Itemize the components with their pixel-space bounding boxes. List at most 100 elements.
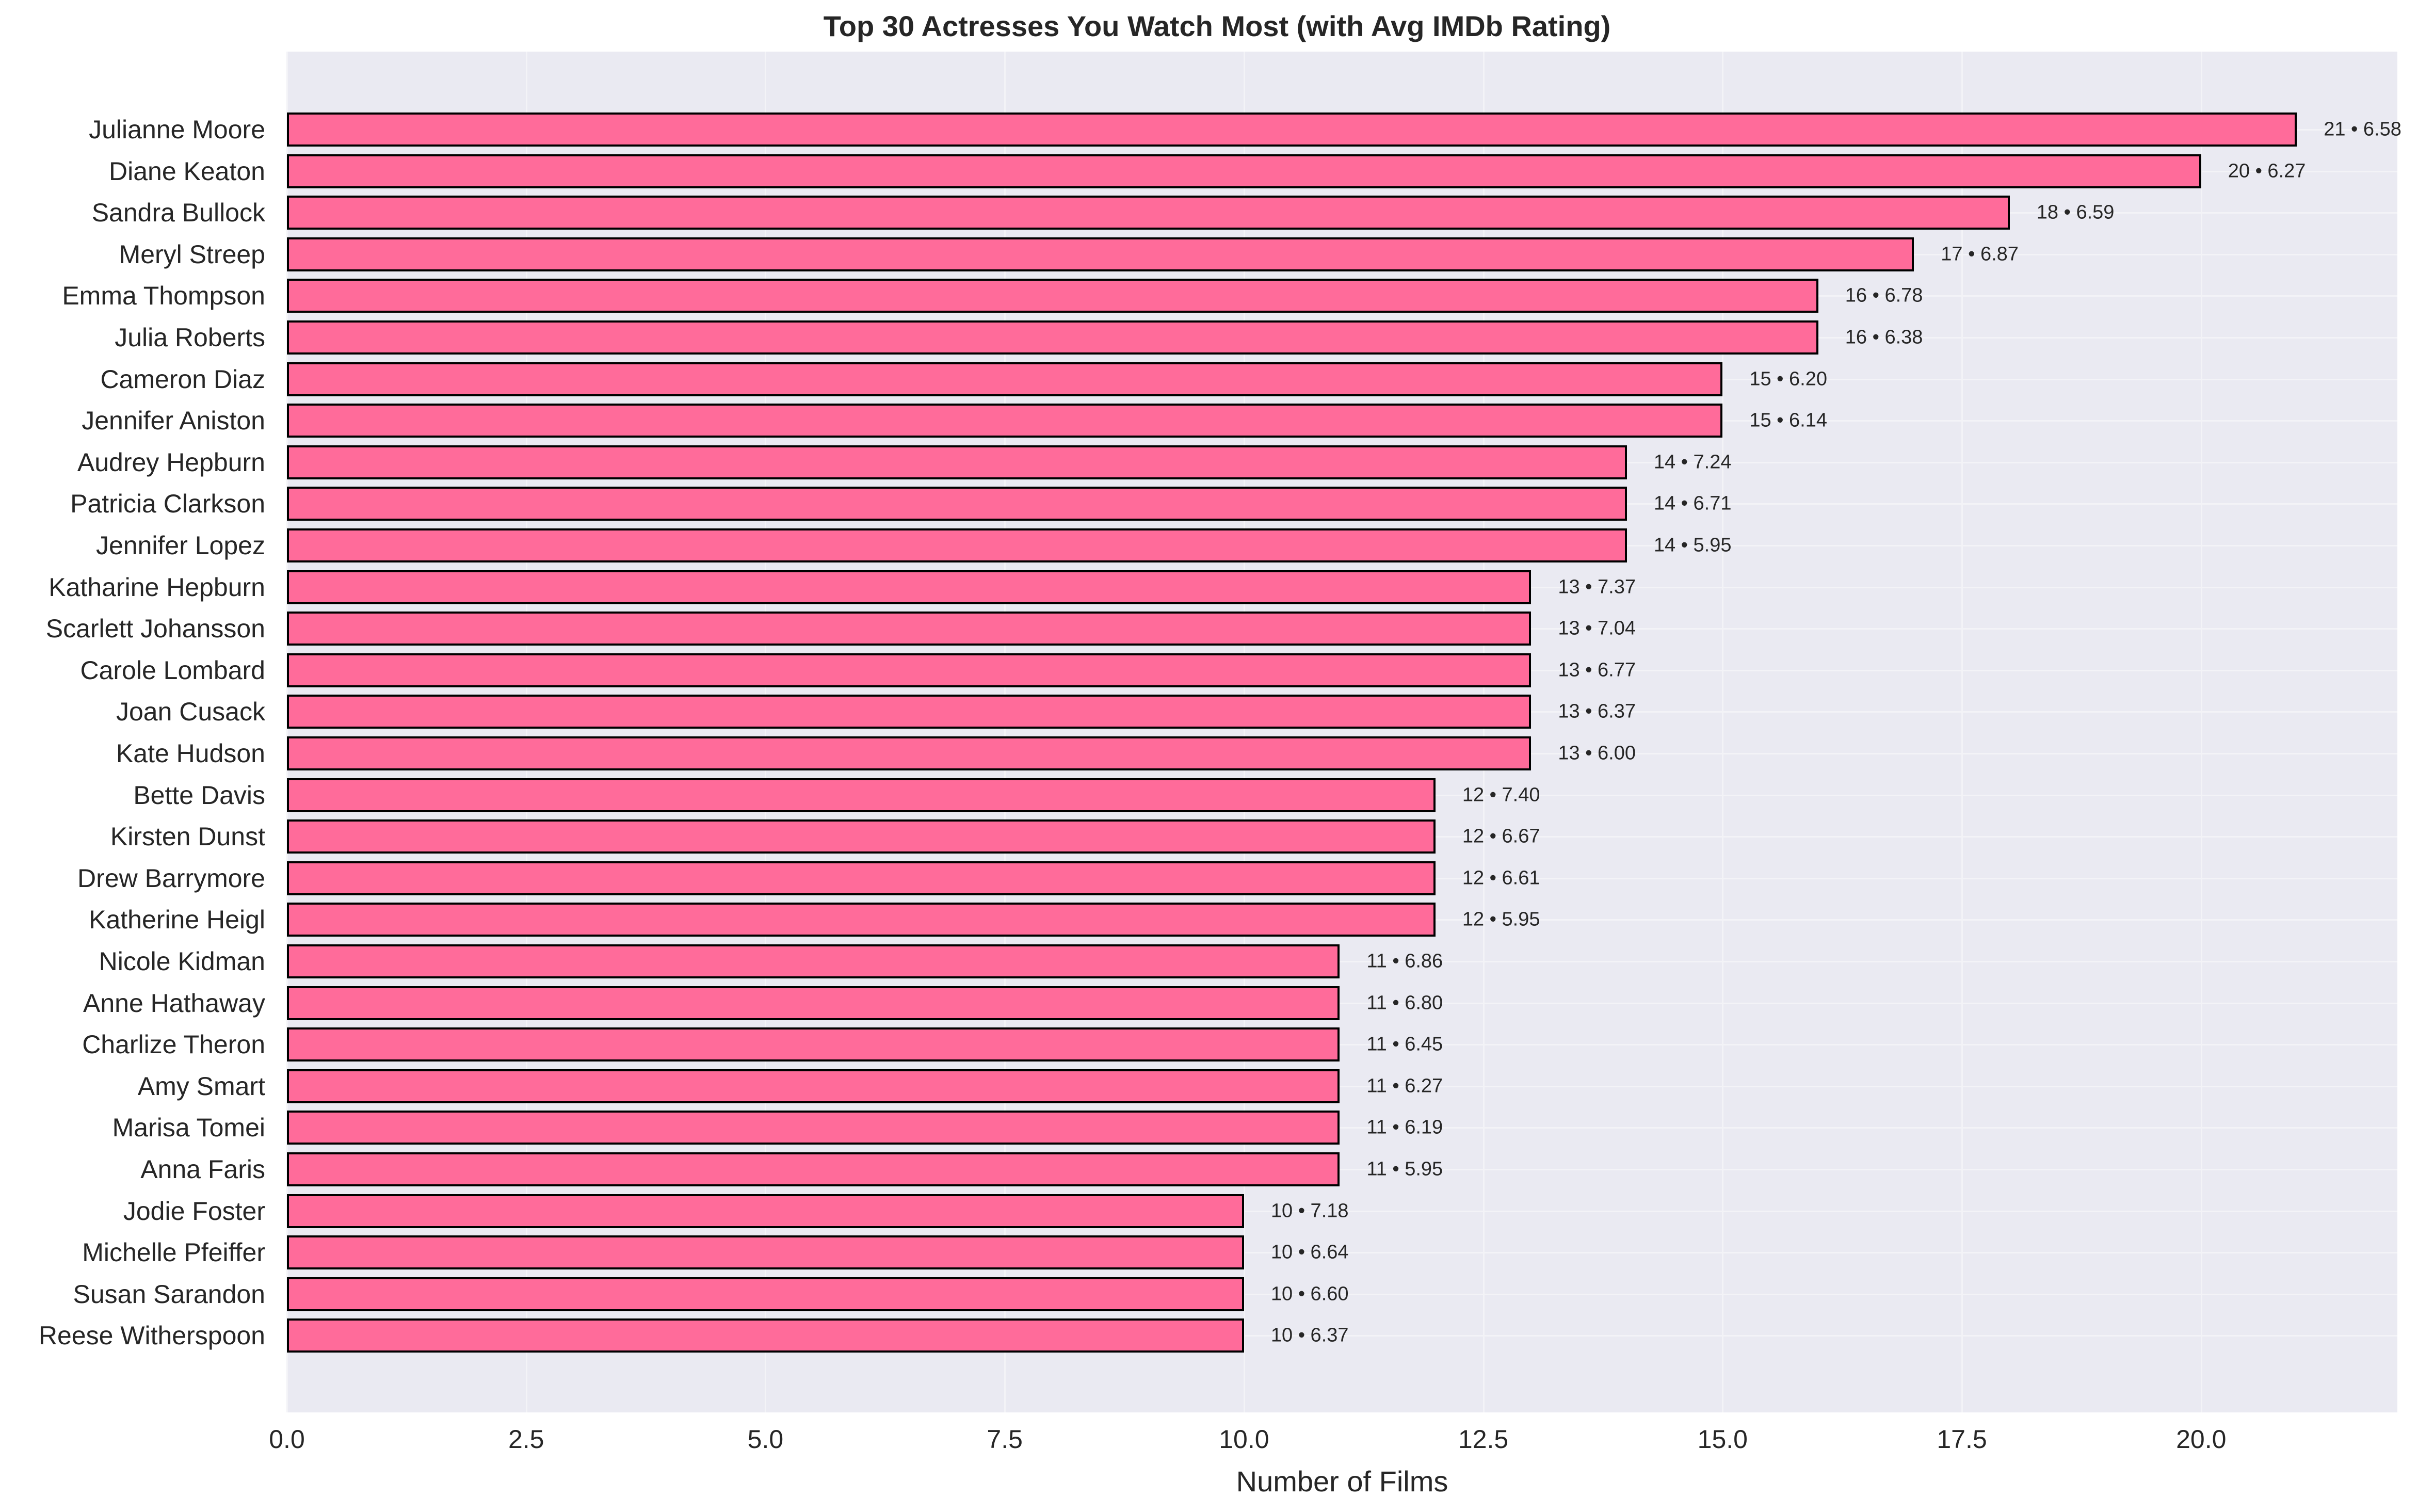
bar-value-label: 15 • 6.14: [1749, 409, 1827, 431]
bar: [287, 1318, 1244, 1353]
y-tick-label: Susan Sarandon: [73, 1279, 265, 1309]
y-tick-label: Carole Lombard: [80, 655, 265, 685]
bar: [287, 986, 1340, 1020]
bar: [287, 819, 1436, 854]
bar: [287, 445, 1627, 479]
y-tick-label: Kirsten Dunst: [110, 822, 265, 851]
bar-value-label: 13 • 7.37: [1558, 576, 1636, 598]
bar: [287, 903, 1436, 937]
x-gridline: [286, 52, 288, 1412]
y-tick-label: Julia Roberts: [115, 323, 265, 352]
bar-value-label: 21 • 6.58: [2324, 118, 2401, 140]
x-tick-label: 2.5: [508, 1425, 544, 1454]
bar: [287, 1069, 1340, 1103]
bar-value-label: 11 • 6.27: [1366, 1075, 1443, 1097]
bar-value-label: 14 • 6.71: [1653, 492, 1732, 514]
bar-value-label: 12 • 6.61: [1462, 867, 1540, 889]
y-gridline: [287, 1002, 2397, 1004]
x-gridline: [765, 52, 767, 1412]
x-axis-label: Number of Films: [1236, 1465, 1448, 1498]
y-gridline: [287, 1127, 2397, 1129]
bar-value-label: 18 • 6.59: [2036, 201, 2115, 223]
y-tick-label: Patricia Clarkson: [70, 489, 265, 519]
bar-value-label: 10 • 7.18: [1270, 1200, 1349, 1222]
bar-value-label: 14 • 5.95: [1653, 534, 1732, 556]
bar: [287, 1027, 1340, 1062]
bar-value-label: 11 • 6.45: [1366, 1033, 1443, 1055]
bar: [287, 196, 2010, 230]
bar: [287, 154, 2201, 188]
bar-value-label: 13 • 7.04: [1558, 617, 1636, 639]
x-tick-label: 20.0: [2176, 1425, 2227, 1454]
bar-value-label: 12 • 7.40: [1462, 784, 1540, 806]
bar-value-label: 15 • 6.20: [1749, 368, 1827, 390]
bar-value-label: 13 • 6.37: [1558, 700, 1636, 722]
bar: [287, 944, 1340, 978]
y-tick-label: Jodie Foster: [123, 1196, 265, 1226]
bar: [287, 1194, 1244, 1228]
x-gridline: [1961, 52, 1963, 1412]
bar-value-label: 16 • 6.38: [1845, 326, 1923, 348]
x-gridline: [1004, 52, 1006, 1412]
bar: [287, 612, 1532, 646]
y-tick-label: Charlize Theron: [82, 1030, 265, 1059]
bar: [287, 1235, 1244, 1270]
bar: [287, 695, 1532, 729]
x-gridline: [1722, 52, 1724, 1412]
bar-value-label: 20 • 6.27: [2228, 160, 2306, 182]
y-tick-label: Diane Keaton: [108, 156, 265, 186]
bar: [287, 570, 1532, 604]
bar: [287, 237, 1914, 271]
y-tick-label: Anne Hathaway: [83, 988, 265, 1018]
y-tick-label: Jennifer Aniston: [82, 406, 265, 436]
y-tick-label: Meryl Streep: [119, 239, 265, 269]
x-tick-label: 17.5: [1937, 1425, 1987, 1454]
bar: [287, 1152, 1340, 1186]
y-tick-label: Joan Cusack: [116, 697, 265, 727]
bar-value-label: 14 • 7.24: [1653, 451, 1732, 473]
y-gridline: [287, 1085, 2397, 1087]
bar-value-label: 11 • 6.80: [1366, 992, 1443, 1014]
y-tick-label: Reese Witherspoon: [38, 1321, 265, 1350]
bar-value-label: 13 • 6.77: [1558, 659, 1636, 681]
bar: [287, 362, 1723, 396]
y-gridline: [287, 1044, 2397, 1046]
y-tick-label: Emma Thompson: [62, 281, 265, 311]
x-tick-label: 12.5: [1458, 1425, 1509, 1454]
y-tick-label: Katharine Hepburn: [49, 572, 265, 602]
y-gridline: [287, 1210, 2397, 1212]
chart-title: Top 30 Actresses You Watch Most (with Av…: [823, 10, 1611, 42]
x-gridline: [1243, 52, 1245, 1412]
bar: [287, 528, 1627, 562]
y-tick-label: Nicole Kidman: [99, 947, 265, 976]
x-gridline: [525, 52, 527, 1412]
y-tick-label: Audrey Hepburn: [77, 447, 265, 477]
y-tick-label: Anna Faris: [140, 1155, 265, 1184]
x-tick-label: 15.0: [1697, 1425, 1748, 1454]
bar: [287, 1111, 1340, 1145]
x-tick-label: 7.5: [987, 1425, 1023, 1454]
bar-value-label: 13 • 6.00: [1558, 742, 1636, 764]
y-tick-label: Kate Hudson: [116, 739, 265, 768]
y-tick-label: Cameron Diaz: [100, 364, 265, 394]
y-tick-label: Scarlett Johansson: [45, 614, 265, 644]
y-gridline: [287, 1335, 2397, 1337]
x-tick-label: 0.0: [269, 1425, 305, 1454]
y-tick-label: Drew Barrymore: [77, 863, 265, 893]
bar: [287, 112, 2297, 147]
bar: [287, 1277, 1244, 1311]
bar-value-label: 10 • 6.60: [1270, 1283, 1349, 1305]
bar-value-label: 10 • 6.64: [1270, 1241, 1349, 1263]
bar: [287, 320, 1818, 355]
y-tick-label: Jennifer Lopez: [95, 531, 265, 560]
y-tick-label: Katherine Heigl: [89, 905, 265, 935]
bar-value-label: 12 • 5.95: [1462, 908, 1540, 930]
bar-value-label: 16 • 6.78: [1845, 284, 1923, 307]
y-gridline: [287, 1169, 2397, 1170]
bar: [287, 404, 1723, 438]
y-gridline: [287, 1293, 2397, 1295]
x-tick-label: 5.0: [747, 1425, 784, 1454]
bar-value-label: 10 • 6.37: [1270, 1324, 1349, 1346]
bar: [287, 487, 1627, 521]
x-gridline: [1482, 52, 1485, 1412]
